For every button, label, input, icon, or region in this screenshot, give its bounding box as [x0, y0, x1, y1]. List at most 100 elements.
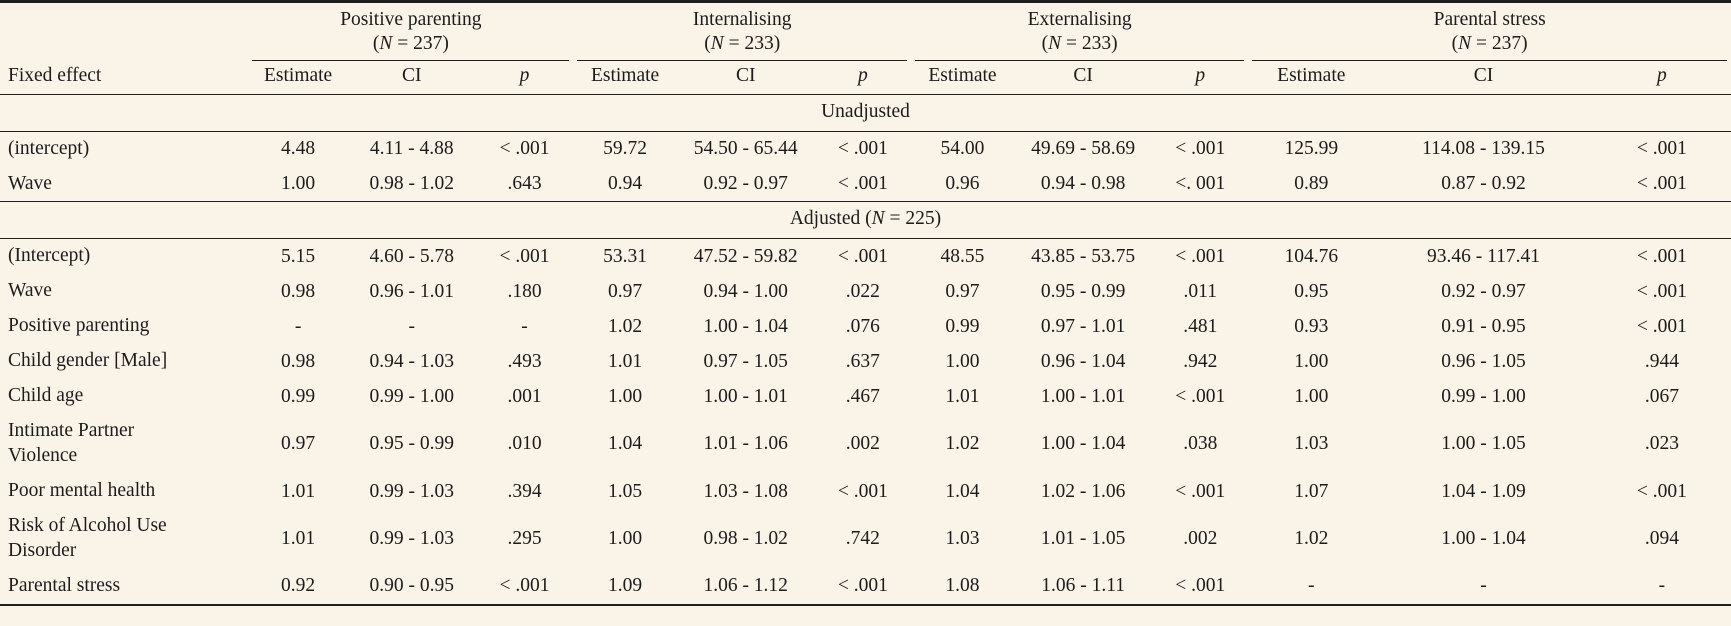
- estimate-cell: 1.04: [608, 433, 643, 455]
- group-sample-size: (N = 233): [704, 32, 781, 54]
- p-value-cell: < .001: [1175, 480, 1226, 502]
- p-column-header: p: [1592, 60, 1731, 95]
- estimate-cell: -: [294, 315, 302, 337]
- ci-cell: 1.03 - 1.08: [703, 480, 788, 502]
- table-row: Intimate Partner Violence 0.97 0.95 - 0.99…: [0, 414, 1731, 474]
- table-row: Poor mental health 1.01 0.99 - 1.03 .394 1.0…: [0, 474, 1731, 509]
- ci-cell: 1.00 - 1.04: [1040, 433, 1126, 455]
- estimate-column-header: Estimate: [910, 60, 1015, 95]
- estimate-cell: 1.00: [1294, 350, 1329, 372]
- estimate-cell: 0.97: [281, 433, 316, 455]
- ci-cell: 0.91 - 0.95: [1441, 315, 1526, 337]
- ci-column-header: CI: [1374, 60, 1593, 95]
- ci-cell: 1.00 - 1.01: [703, 385, 788, 407]
- ci-cell: 1.00 - 1.04: [1441, 528, 1526, 550]
- estimate-column-header: Estimate: [248, 60, 348, 95]
- ci-cell: 47.52 - 59.82: [693, 245, 798, 267]
- estimate-cell: 1.08: [945, 575, 980, 597]
- ci-cell: 0.97 - 1.01: [1040, 315, 1126, 337]
- p-column-header: p: [475, 60, 574, 95]
- ci-cell: 1.01 - 1.05: [1040, 528, 1126, 550]
- estimate-cell: 1.00: [281, 172, 316, 194]
- estimate-cell: 0.98: [281, 350, 316, 372]
- p-value-cell: .076: [845, 315, 880, 337]
- table-body: Unadjusted (intercept) 4.48 4.11 - 4.88 < .0…: [0, 93, 1731, 605]
- table-head: Positive parenting (N = 237) Internalisi…: [0, 2, 1731, 95]
- p-value-cell: < .001: [499, 245, 550, 267]
- group-title: Parental stress: [1433, 9, 1546, 30]
- estimate-cell: 1.01: [945, 385, 980, 407]
- estimate-cell: 0.98: [281, 280, 316, 302]
- ci-cell: 0.95 - 0.99: [1040, 280, 1126, 302]
- p-value-cell: < .001: [1175, 385, 1226, 407]
- ci-cell: 0.92 - 0.97: [1441, 280, 1526, 302]
- estimate-cell: 1.03: [1294, 433, 1329, 455]
- table-row: Parental stress 0.92 0.90 - 0.95 < .001 1.09…: [0, 569, 1731, 605]
- ci-cell: 1.00 - 1.05: [1441, 433, 1526, 455]
- table-row: Wave 0.98 0.96 - 1.01 .180 0.97 0.94 - 1.00 .0…: [0, 274, 1731, 309]
- group-header-internalising: Internalising (N = 233): [573, 2, 910, 61]
- section-title-row: Unadjusted: [0, 93, 1731, 132]
- p-value-cell: .011: [1183, 280, 1217, 302]
- ci-cell: 4.11 - 4.88: [369, 138, 454, 160]
- estimate-cell: 1.09: [608, 575, 643, 597]
- p-value-cell: < .001: [1636, 172, 1687, 194]
- estimate-cell: 125.99: [1284, 138, 1339, 160]
- ci-cell: 0.90 - 0.95: [369, 575, 455, 597]
- group-sample-size: (N = 237): [372, 32, 449, 54]
- ci-cell: 1.02 - 1.06: [1040, 480, 1126, 502]
- group-title: Positive parenting: [340, 9, 482, 30]
- fixed-effect-column-header: Fixed effect: [0, 60, 249, 95]
- group-header-positive-parenting: Positive parenting (N = 237): [248, 2, 573, 61]
- p-value-cell: < .001: [1175, 138, 1226, 160]
- row-label: Poor mental health: [8, 480, 156, 502]
- estimate-cell: 0.99: [945, 315, 980, 337]
- group-header-parental-stress: Parental stress (N = 237): [1248, 2, 1731, 61]
- estimate-cell: 59.72: [603, 138, 647, 160]
- p-value-cell: .944: [1644, 350, 1679, 372]
- ci-cell: 0.94 - 0.98: [1040, 172, 1126, 194]
- ci-column-header: CI: [676, 60, 815, 95]
- p-value-cell: < .001: [1636, 245, 1687, 267]
- row-label: Intimate Partner Violence: [8, 420, 135, 467]
- ci-cell: 0.96 - 1.05: [1441, 350, 1526, 372]
- p-value-cell: .394: [507, 480, 542, 502]
- table-row: Positive parenting - - - 1.02 1.00 - 1.04 .076…: [0, 309, 1731, 344]
- group-sample-size: (N = 233): [1041, 32, 1118, 54]
- corner-cell: [0, 2, 248, 61]
- p-column-header: p: [814, 60, 911, 95]
- column-header-row: Fixed effect Estimate CI p Estimate CI p…: [0, 60, 1731, 95]
- section-title-row: Adjusted (N = 225): [0, 201, 1731, 240]
- p-value-cell: .942: [1183, 350, 1218, 372]
- ci-cell: 1.06 - 1.11: [1041, 575, 1125, 597]
- estimate-cell: 1.00: [945, 350, 980, 372]
- row-label: Positive parenting: [8, 315, 150, 337]
- p-value-cell: .094: [1644, 528, 1679, 550]
- estimate-cell: 5.15: [281, 245, 316, 267]
- p-value-cell: .002: [845, 433, 880, 455]
- ci-column-header: CI: [347, 60, 476, 95]
- table-row: Child gender [Male] 0.98 0.94 - 1.03 .493 1.…: [0, 344, 1731, 379]
- row-label: Wave: [8, 280, 52, 302]
- ci-cell: 0.99 - 1.03: [369, 480, 455, 502]
- p-value-cell: .022: [845, 280, 880, 302]
- estimate-cell: -: [1308, 575, 1315, 597]
- estimate-cell: 0.96: [945, 172, 980, 194]
- estimate-cell: 0.89: [1294, 172, 1329, 194]
- estimate-cell: 1.00: [608, 385, 643, 407]
- p-value-cell: .038: [1183, 433, 1218, 455]
- p-value-cell: < .001: [837, 245, 888, 267]
- estimate-cell: 104.76: [1284, 245, 1339, 267]
- ci-cell: 114.08 - 139.15: [1422, 138, 1545, 160]
- p-value-cell: < .001: [837, 575, 888, 597]
- estimate-cell: 1.02: [1294, 528, 1329, 550]
- ci-cell: 1.01 - 1.06: [703, 433, 788, 455]
- estimate-cell: 1.00: [608, 528, 643, 550]
- estimate-cell: 0.95: [1294, 280, 1329, 302]
- group-header-externalising: Externalising (N = 233): [911, 2, 1248, 61]
- estimate-cell: 0.97: [945, 280, 980, 302]
- group-header-row: Positive parenting (N = 237) Internalisi…: [0, 2, 1731, 61]
- estimate-cell: 0.93: [1294, 315, 1329, 337]
- p-value-cell: .481: [1183, 315, 1218, 337]
- p-value-cell: < .001: [1636, 480, 1687, 502]
